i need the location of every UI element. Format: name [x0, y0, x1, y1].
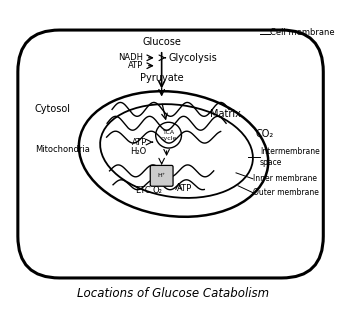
Text: ATP: ATP	[132, 138, 147, 146]
Text: NADH: NADH	[118, 53, 143, 62]
Ellipse shape	[100, 104, 253, 198]
Text: Matrix: Matrix	[210, 109, 241, 119]
Text: Intermembrane
space: Intermembrane space	[260, 147, 319, 167]
Text: ATP: ATP	[177, 184, 192, 193]
Text: ETC: ETC	[135, 186, 151, 195]
Text: TCA
cycle: TCA cycle	[160, 130, 177, 141]
Text: O₂: O₂	[153, 186, 163, 195]
Text: Cytosol: Cytosol	[35, 104, 71, 114]
Text: Inner membrane: Inner membrane	[253, 174, 317, 183]
FancyBboxPatch shape	[150, 165, 173, 186]
Text: Locations of Glucose Catabolism: Locations of Glucose Catabolism	[78, 287, 270, 300]
Text: H⁺: H⁺	[158, 173, 166, 178]
Text: Pyruvate: Pyruvate	[140, 73, 184, 83]
Ellipse shape	[79, 91, 268, 217]
Text: CO₂: CO₂	[256, 129, 274, 139]
Text: ATP: ATP	[127, 61, 143, 70]
Text: Mitochondria: Mitochondria	[35, 145, 90, 154]
FancyBboxPatch shape	[18, 30, 323, 278]
Text: Glycolysis: Glycolysis	[168, 53, 217, 63]
Text: H₂O: H₂O	[131, 146, 147, 155]
Text: Glucose: Glucose	[142, 37, 181, 47]
Text: Cell membrane: Cell membrane	[270, 28, 335, 36]
Text: Outer membrane: Outer membrane	[253, 188, 319, 197]
